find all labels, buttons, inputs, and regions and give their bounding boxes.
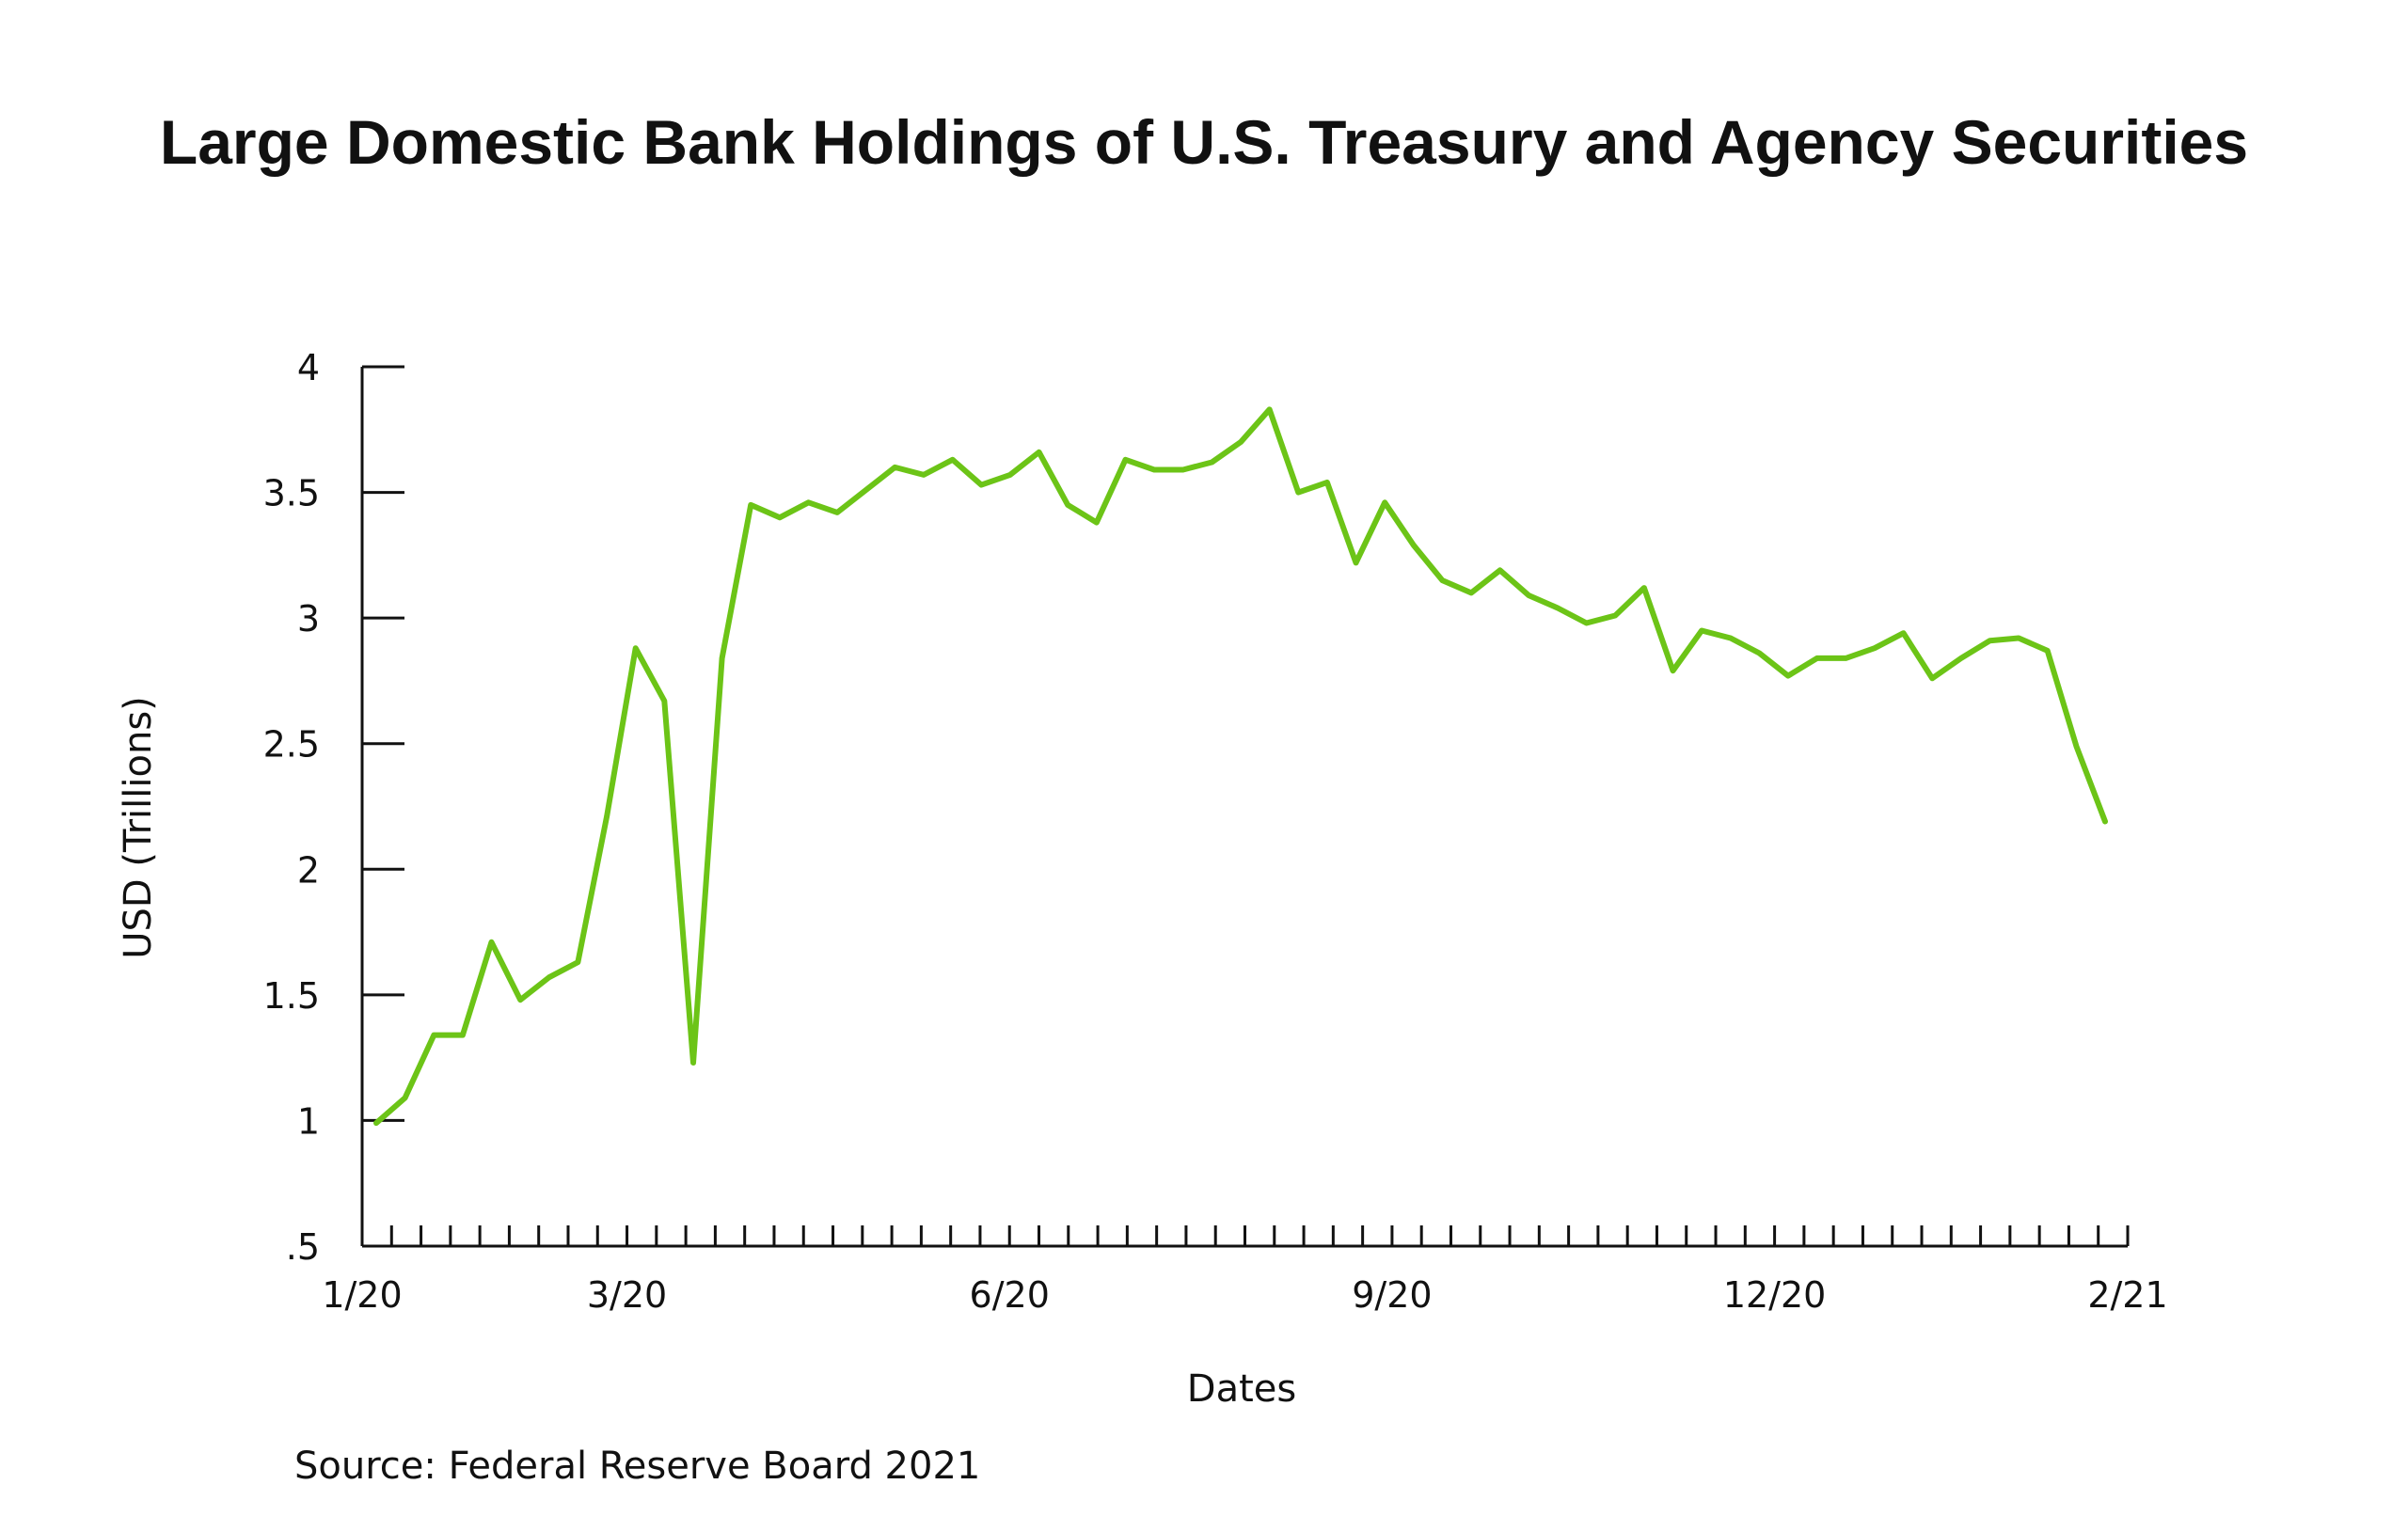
y-tick-label: 2.5 bbox=[263, 724, 320, 766]
x-tick-label: 3/20 bbox=[587, 1274, 667, 1316]
series-line bbox=[373, 406, 2108, 1127]
x-tick-label: 12/20 bbox=[1723, 1274, 1827, 1316]
x-axis-label: Dates bbox=[1187, 1367, 1296, 1411]
y-tick-label: 2 bbox=[297, 849, 320, 891]
x-axis: 1/20 3/20 6/20 9/20 12/20 2/21 bbox=[322, 1225, 2168, 1316]
y-tick-label: .5 bbox=[286, 1226, 320, 1268]
y-tick-label: 4 bbox=[297, 347, 320, 388]
x-tick-label: 2/21 bbox=[2087, 1274, 2167, 1316]
y-tick-label: 3 bbox=[297, 598, 320, 640]
y-tick-label: 1 bbox=[297, 1100, 320, 1142]
source-note: Source: Federal Reserve Board 2021 bbox=[294, 1445, 980, 1488]
series-group bbox=[373, 406, 2108, 1127]
y-axis-label: USD (Trillions) bbox=[117, 696, 160, 959]
chart-title: Large Domestic Bank Holdings of U.S. Tre… bbox=[160, 107, 2248, 177]
x-tick-label: 9/20 bbox=[1352, 1274, 1432, 1316]
y-tick-label: 3.5 bbox=[263, 473, 320, 514]
y-tick-label: 1.5 bbox=[263, 975, 320, 1017]
x-tick-label: 6/20 bbox=[970, 1274, 1050, 1316]
y-axis: 43.532.521.51.5 bbox=[263, 347, 404, 1268]
x-tick-label: 1/20 bbox=[322, 1274, 402, 1316]
